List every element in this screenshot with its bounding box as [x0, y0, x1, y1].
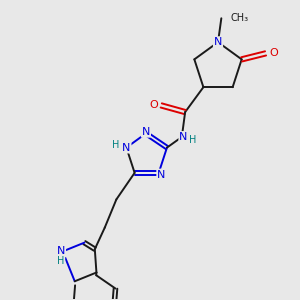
Text: N: N [179, 132, 188, 142]
Text: N: N [142, 127, 150, 137]
Text: N: N [122, 142, 130, 153]
Text: H: H [57, 256, 65, 266]
Text: CH₃: CH₃ [231, 13, 249, 23]
Text: N: N [214, 37, 222, 47]
Text: H: H [112, 140, 119, 150]
Text: O: O [149, 100, 158, 110]
Text: N: N [57, 246, 65, 256]
Text: O: O [270, 48, 278, 59]
Text: N: N [157, 169, 166, 179]
Text: H: H [189, 135, 196, 145]
